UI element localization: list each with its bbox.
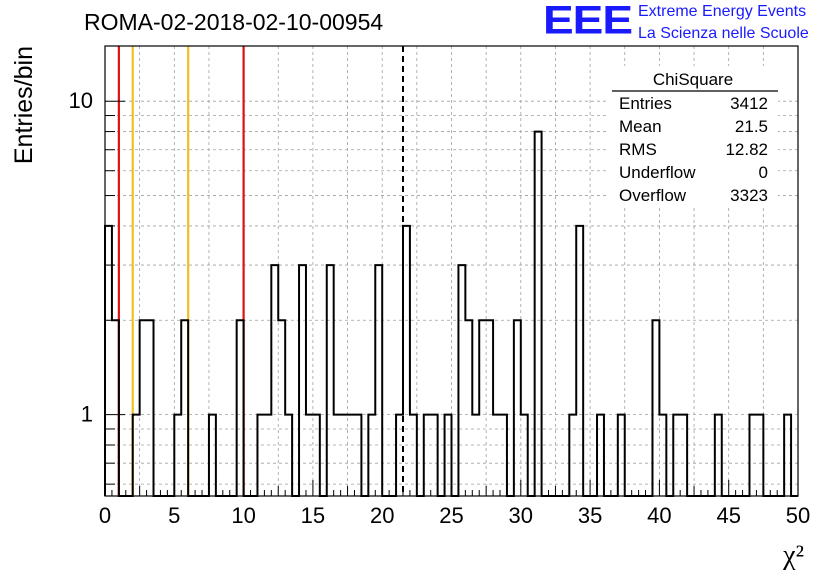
stats-value-overflow: 3323 <box>730 186 768 205</box>
stats-value-rms: 12.82 <box>725 140 768 159</box>
stats-value-mean: 21.5 <box>735 117 768 136</box>
stats-label-overflow: Overflow <box>619 186 687 205</box>
x-tick-label: 30 <box>509 503 533 528</box>
x-tick-label: 40 <box>647 503 671 528</box>
x-tick-label: 50 <box>786 503 810 528</box>
stats-value-entries: 3412 <box>730 94 768 113</box>
stats-label-mean: Mean <box>619 117 662 136</box>
x-tick-label: 25 <box>439 503 463 528</box>
x-tick-label: 45 <box>716 503 740 528</box>
x-tick-label: 20 <box>370 503 394 528</box>
x-tick-label: 15 <box>301 503 325 528</box>
y-tick-label: 10 <box>69 88 93 113</box>
brand-line-1: Extreme Energy Events <box>638 3 807 20</box>
stats-label-rms: RMS <box>619 140 657 159</box>
stats-label-underflow: Underflow <box>619 163 696 182</box>
x-tick-label: 10 <box>231 503 255 528</box>
x-tick-label: 0 <box>99 503 111 528</box>
eee-logo: EEE <box>543 0 633 43</box>
stats-value-underflow: 0 <box>759 163 768 182</box>
page-title: ROMA-02-2018-02-10-00954 <box>84 9 384 35</box>
stats-box-title: ChiSquare <box>653 70 733 89</box>
x-tick-label: 5 <box>168 503 180 528</box>
y-axis-label: Entries/bin <box>10 46 38 164</box>
brand-line-2: La Scienza nelle Scuole <box>638 25 809 42</box>
stats-box: ChiSquare Entries 3412 Mean 21.5 RMS 12.… <box>608 66 778 208</box>
x-axis-label: χ² <box>782 540 804 571</box>
marker-lines-layer <box>117 46 404 496</box>
stats-box-background <box>608 66 778 208</box>
stats-label-entries: Entries <box>619 94 672 113</box>
y-tick-label: 1 <box>81 402 93 427</box>
ticks-layer: 0 5 10 15 20 25 30 35 40 45 50 1 10 <box>69 88 811 528</box>
x-tick-label: 35 <box>578 503 602 528</box>
